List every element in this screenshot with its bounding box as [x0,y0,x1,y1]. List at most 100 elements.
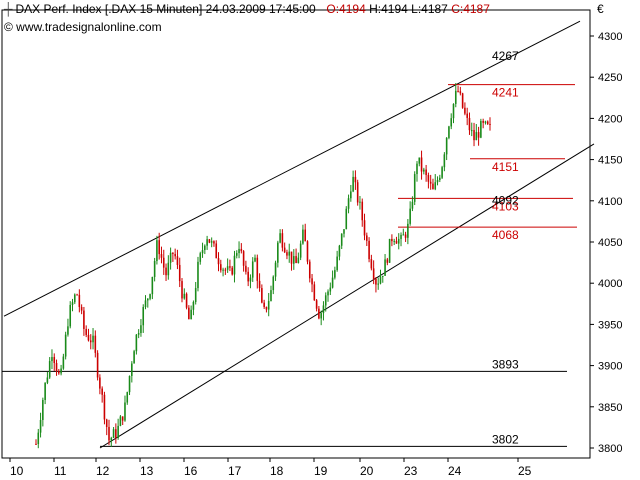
candle-body [261,288,263,303]
candle-body [67,326,69,335]
candle-body [416,163,418,175]
candle-body [167,262,170,276]
candle-body [411,201,414,209]
candle-body [128,375,131,393]
candle-body [441,167,443,178]
candle-body [208,239,211,243]
currency-label: € [597,2,604,16]
candle-body [361,201,364,221]
candle-body [174,253,176,257]
candle-body [439,177,441,180]
candle-body [338,245,341,257]
candle-body [466,113,468,118]
candle-body [283,247,286,253]
candle-body [222,269,224,271]
candle-body [404,234,407,238]
candle-body [217,258,220,265]
candle-body [199,253,202,262]
candle-body [459,91,462,94]
candle-body [272,276,275,291]
candle-body [391,238,393,242]
candle-body [55,363,58,372]
candle-body [299,243,302,258]
candle-body [327,291,329,296]
candle-body [108,426,110,441]
candle-body [386,259,389,263]
candle-body [124,402,126,421]
candle-body [425,169,427,176]
candle-body [144,300,147,308]
candle-body [395,240,398,244]
candle-body [158,240,160,255]
candle-body [482,121,484,123]
candle-body [470,130,473,132]
candle-body [69,304,72,327]
candle-body [131,363,133,376]
candle-body [436,179,439,183]
candle-body [432,183,434,190]
candle-body [359,201,361,203]
candle-body [85,328,87,335]
candle-body [48,361,51,378]
y-tick-label: 3850 [598,402,622,414]
candle-body [119,416,122,426]
candle-body [265,306,268,310]
candle-body [183,293,186,299]
candle-body [178,264,181,282]
candle-body [204,245,206,251]
candle-body [461,93,464,108]
candle-body [302,229,304,244]
candle-body [247,271,249,282]
candle-body [263,302,265,307]
candle-body [126,392,129,403]
candle-body [322,305,325,314]
candle-body [92,335,94,343]
level-label-4103: 4103 [492,199,519,213]
candle-body [418,157,421,164]
candle-body [343,229,345,234]
candle-body [188,307,190,320]
candle-body [397,238,400,244]
candle-body [413,174,416,202]
candle-body [340,233,343,246]
candle-body [251,261,254,278]
level-label-4267: 4267 [492,49,519,63]
candle-body [121,416,124,421]
candle-body [427,175,430,182]
candle-body [486,121,489,124]
candle-body [62,356,65,369]
candle-body [89,340,92,343]
candle-body [329,287,332,292]
candle-body [169,252,172,263]
candle-body [149,294,151,299]
candle-body [448,126,450,138]
y-tick-label: 4250 [598,72,622,84]
candle-body [454,90,457,104]
candle-body [258,280,261,289]
y-tick-label: 4200 [598,113,622,125]
x-tick-label: 20 [360,464,374,478]
chart-header: ┼ DAX Perf. Index [.DAX 15 Minuten] 24.03… [4,2,490,16]
candle-body [308,261,311,279]
candle-body [480,121,482,138]
candle-body [46,377,49,383]
candle-body [384,259,386,276]
candle-body [162,257,165,268]
candle-body [388,238,391,263]
candle-body [181,281,183,299]
candle-body [51,357,53,362]
candle-body [249,277,252,282]
level-label-4241: 4241 [492,86,519,100]
candle-body [53,357,56,364]
candle-body [215,243,218,259]
candle-body [201,250,204,254]
candle-body [192,301,195,310]
level-label-3893: 3893 [492,357,519,371]
candle-body [37,432,40,445]
candle-body [313,284,316,301]
x-tick-label: 23 [404,464,418,478]
candle-body [242,251,245,266]
y-tick-label: 4000 [598,278,622,290]
candle-body [464,107,466,114]
candle-body [140,325,142,334]
